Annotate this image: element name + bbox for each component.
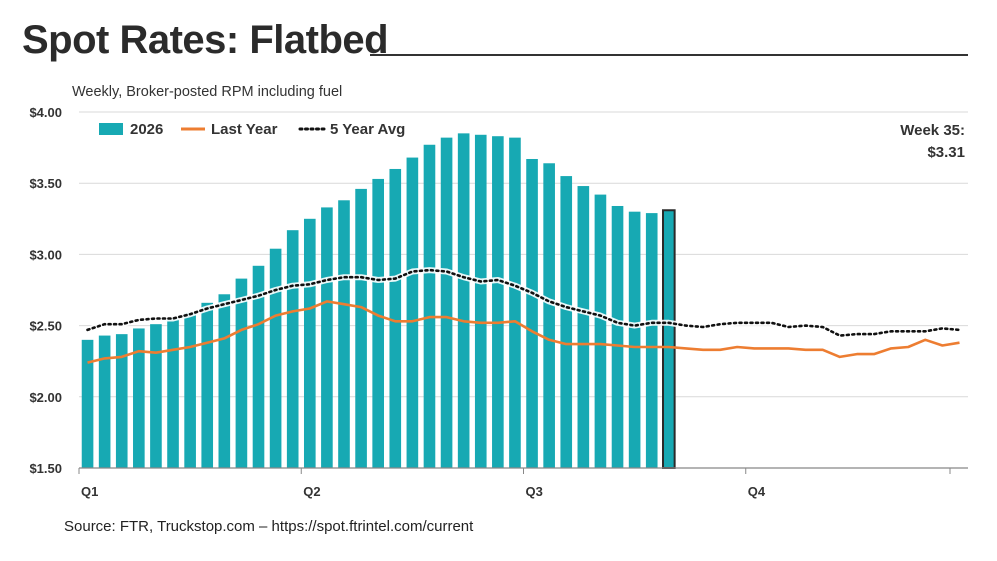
callout-week-value: $3.31 <box>927 144 965 161</box>
bar <box>167 318 179 468</box>
title-underline <box>370 54 968 56</box>
bar <box>389 168 402 468</box>
bar <box>321 207 333 468</box>
bar <box>252 265 265 468</box>
series-lines <box>86 267 961 364</box>
bar <box>628 211 641 468</box>
bar <box>372 178 384 469</box>
bar <box>218 294 231 468</box>
y-tick-label: $4.00 <box>29 105 62 120</box>
page-title: Spot Rates: Flatbed <box>22 18 389 62</box>
chart-subtitle: Weekly, Broker-posted RPM including fuel <box>72 84 343 100</box>
bar <box>509 137 521 468</box>
bar <box>526 158 538 468</box>
bar <box>611 205 624 468</box>
bar <box>133 328 145 468</box>
bar <box>201 302 214 468</box>
bar <box>355 188 367 468</box>
x-tick-label: Q2 <box>303 484 320 499</box>
bar <box>115 334 128 468</box>
x-tick-label: Q3 <box>526 484 543 499</box>
bar <box>81 339 94 468</box>
bar <box>286 230 299 468</box>
avg5-line <box>86 268 961 337</box>
bar <box>543 163 555 469</box>
bar <box>338 200 350 468</box>
x-tick-label: Q1 <box>81 484 98 499</box>
week-callout: Week 35: $3.31 <box>900 120 965 164</box>
x-axis: Q1 Q2 Q3 Q4 <box>78 467 968 499</box>
y-tick-label: $3.00 <box>29 247 62 262</box>
bar <box>474 134 487 468</box>
bar-current-week <box>662 209 676 469</box>
bar <box>150 324 162 468</box>
last-year-line <box>87 300 960 364</box>
bar <box>560 176 573 468</box>
bar <box>645 213 658 468</box>
legend-label-last-year: Last Year <box>211 121 278 138</box>
bar <box>303 218 316 468</box>
bar <box>184 312 196 468</box>
source-note: Source: FTR, Truckstop.com – https://spo… <box>64 518 474 535</box>
bar <box>492 136 504 468</box>
y-tick-label: $2.50 <box>29 319 62 334</box>
bar <box>594 194 607 469</box>
legend-label-2026: 2026 <box>130 121 163 138</box>
bar <box>235 278 248 468</box>
callout-week-label: Week 35: <box>900 122 965 139</box>
legend-swatch-2026 <box>99 123 123 135</box>
bar <box>457 133 470 469</box>
bar <box>406 157 419 468</box>
x-tick-label: Q4 <box>748 484 766 499</box>
legend-label-avg5: 5 Year Avg <box>330 121 405 138</box>
legend: 2026 Last Year 5 Year Avg <box>99 121 405 138</box>
bar <box>269 248 282 468</box>
bar <box>577 186 590 468</box>
bar <box>423 144 436 468</box>
bar <box>98 335 111 468</box>
y-tick-label: $3.50 <box>29 176 62 191</box>
y-tick-label: $1.50 <box>29 461 62 476</box>
y-axis-tick-labels: $1.50 $2.00 $2.50 $3.00 $3.50 $4.00 <box>29 105 62 476</box>
bar <box>440 137 453 468</box>
y-tick-label: $2.00 <box>29 390 62 405</box>
